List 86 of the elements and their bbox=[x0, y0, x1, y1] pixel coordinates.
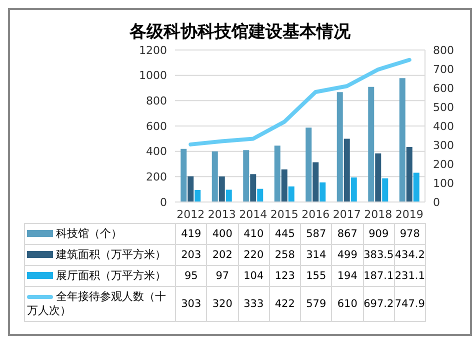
x-tick-label: 2013 bbox=[208, 208, 236, 221]
chart-title: 各级科协科技馆建设基本情况 bbox=[128, 21, 352, 44]
y2-tick-label: 400 bbox=[433, 120, 454, 133]
y-tick-label: 0 bbox=[160, 196, 167, 209]
data-label: 95 bbox=[176, 266, 207, 286]
data-label: 867 bbox=[332, 224, 363, 244]
y2-tick-label: 100 bbox=[433, 176, 454, 190]
data-label: 587 bbox=[300, 224, 332, 244]
bar bbox=[306, 128, 312, 202]
line-series bbox=[188, 58, 412, 146]
data-label: 314 bbox=[300, 244, 332, 266]
data-label: 194 bbox=[332, 266, 363, 286]
bar bbox=[188, 176, 194, 202]
data-label: 978 bbox=[394, 224, 426, 244]
data-label: 202 bbox=[206, 244, 238, 266]
y-tick-label: 200 bbox=[146, 170, 167, 184]
y2-tick-label: 600 bbox=[433, 82, 454, 95]
y-tick-label: 800 bbox=[146, 94, 167, 108]
legend-label: 建筑面积（万平方米） bbox=[24, 244, 176, 266]
data-label: 123 bbox=[269, 266, 300, 286]
bar bbox=[399, 78, 406, 202]
data-label: 747.9 bbox=[394, 286, 426, 322]
x-tick-label: 2016 bbox=[302, 208, 330, 221]
bar bbox=[218, 176, 225, 202]
y2-tick-label: 800 bbox=[433, 44, 454, 57]
x-tick-label: 2012 bbox=[176, 208, 205, 221]
y2-tick-label: 0 bbox=[433, 196, 440, 209]
bar bbox=[320, 182, 326, 202]
bar bbox=[288, 186, 294, 202]
bar bbox=[382, 178, 388, 202]
bar bbox=[243, 150, 250, 202]
data-label: 220 bbox=[238, 244, 270, 266]
x-tick-label: 2018 bbox=[364, 208, 392, 221]
data-label: 97 bbox=[206, 266, 238, 286]
y2-tick-label: 500 bbox=[433, 100, 454, 114]
bar bbox=[350, 177, 357, 202]
bar bbox=[336, 92, 343, 202]
x-tick-label: 2015 bbox=[270, 208, 298, 221]
bar bbox=[344, 138, 350, 202]
y-tick-label: 400 bbox=[146, 145, 167, 158]
x-tick-label: 2019 bbox=[395, 208, 424, 221]
data-label: 909 bbox=[363, 224, 394, 244]
bar bbox=[281, 169, 288, 202]
bar bbox=[406, 147, 412, 202]
x-tick-label: 2017 bbox=[332, 208, 361, 221]
legend-label: 展厅面积（万平方米） bbox=[24, 266, 176, 286]
data-label: 579 bbox=[300, 286, 332, 322]
bar bbox=[413, 172, 420, 202]
bar bbox=[212, 151, 218, 202]
bar bbox=[368, 86, 374, 202]
bar bbox=[274, 146, 280, 202]
data-label: 383.5 bbox=[363, 244, 394, 266]
data-label: 400 bbox=[206, 224, 238, 244]
data-label: 410 bbox=[238, 224, 270, 244]
y-tick-label: 1200 bbox=[139, 44, 167, 57]
data-label: 320 bbox=[206, 286, 238, 322]
data-label: 187.1 bbox=[363, 266, 394, 286]
data-label: 104 bbox=[238, 266, 270, 286]
y2-tick-label: 300 bbox=[433, 138, 454, 152]
y2-tick-label: 700 bbox=[433, 62, 454, 76]
data-label: 445 bbox=[269, 224, 300, 244]
bar bbox=[250, 174, 256, 202]
data-label: 422 bbox=[269, 286, 300, 322]
y2-tick-label: 200 bbox=[433, 158, 454, 171]
data-label: 303 bbox=[176, 286, 207, 322]
y-tick-label: 600 bbox=[146, 120, 167, 133]
bar bbox=[375, 153, 382, 202]
y-tick-label: 1000 bbox=[139, 69, 167, 82]
legend-label: 科技馆（个） bbox=[24, 224, 176, 244]
data-label: 203 bbox=[176, 244, 207, 266]
bar bbox=[226, 190, 232, 202]
data-label: 610 bbox=[332, 286, 363, 322]
legend-label: 全年接待参观人数（十万人次） bbox=[24, 286, 176, 322]
data-label: 499 bbox=[332, 244, 363, 266]
bar bbox=[180, 148, 187, 202]
data-label: 155 bbox=[300, 266, 332, 286]
data-label: 258 bbox=[269, 244, 300, 266]
data-label: 333 bbox=[238, 286, 270, 322]
data-label: 419 bbox=[176, 224, 207, 244]
x-tick-label: 2014 bbox=[239, 208, 268, 221]
bar bbox=[194, 190, 201, 202]
bar bbox=[257, 188, 264, 202]
data-label: 434.2 bbox=[394, 244, 426, 266]
data-label: 231.1 bbox=[394, 266, 426, 286]
bar bbox=[312, 162, 319, 202]
data-label: 697.2 bbox=[363, 286, 394, 322]
